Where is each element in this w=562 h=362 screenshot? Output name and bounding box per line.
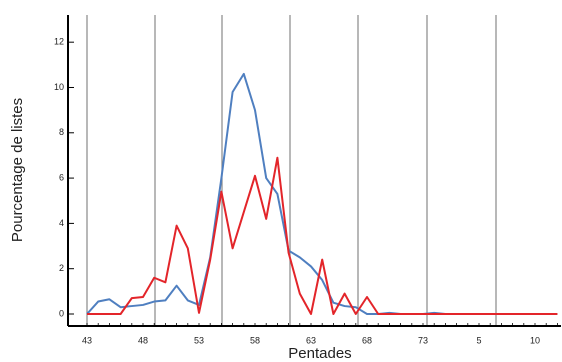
y-tick-label: 10 [54, 82, 64, 92]
y-tick-label: 6 [59, 172, 64, 182]
x-tick-label: 48 [138, 335, 148, 345]
x-tick-label: 63 [306, 335, 316, 345]
y-axis-title: Pourcentage de listes [9, 98, 26, 242]
y-tick-label: 12 [54, 37, 64, 47]
x-tick-label: 53 [194, 335, 204, 345]
x-axis-title: Pentades [288, 345, 351, 362]
x-tick-label: 10 [530, 335, 540, 345]
x-tick-label: 43 [82, 335, 92, 345]
month-dividers [86, 15, 497, 326]
x-tick-label: 58 [250, 335, 260, 345]
x-tick-label: 73 [418, 335, 428, 345]
y-tick-label: 4 [59, 218, 64, 228]
x-tick-label: 68 [362, 335, 372, 345]
series-line [86, 72, 558, 315]
y-tick-label: 2 [59, 263, 64, 273]
y-tick-label: 8 [59, 127, 64, 137]
y-tick-label: 0 [59, 308, 64, 318]
series-line [87, 156, 558, 315]
x-tick-label: 5 [476, 335, 481, 345]
